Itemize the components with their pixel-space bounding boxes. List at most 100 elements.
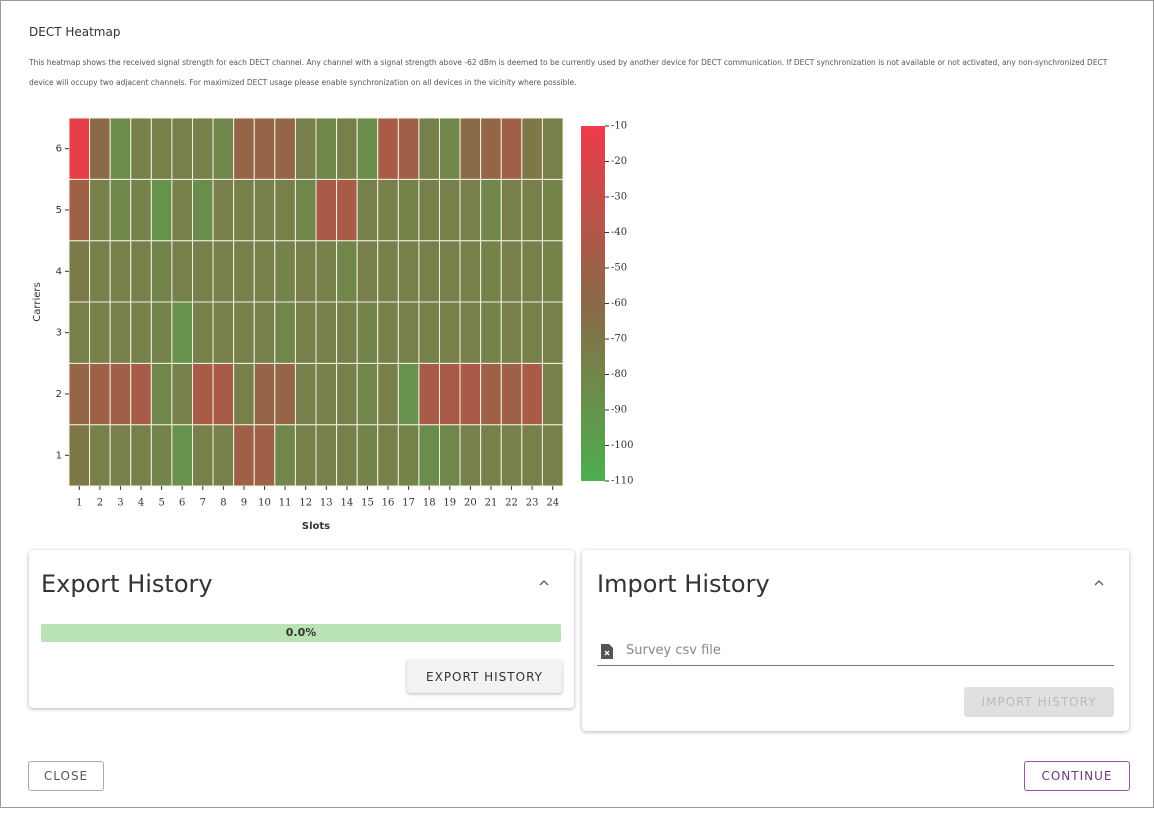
heatmap-cell xyxy=(171,117,194,180)
heatmap-cell xyxy=(212,301,235,364)
heatmap-cell xyxy=(500,240,523,303)
heatmap-cell xyxy=(541,117,564,180)
heatmap-cell xyxy=(274,362,296,426)
heatmap-cell xyxy=(315,117,338,180)
x-tick-label: 10 xyxy=(258,498,271,509)
continue-button[interactable]: CONTINUE xyxy=(1024,761,1130,791)
heatmap-cell xyxy=(356,117,379,180)
heatmap-cell xyxy=(253,178,276,242)
x-tick-label: 16 xyxy=(382,498,395,509)
heatmap-cell xyxy=(171,362,194,426)
heatmap-cell xyxy=(171,424,194,487)
x-tick-label: 11 xyxy=(279,498,292,509)
import-title: Import History xyxy=(597,570,770,598)
heatmap-cell xyxy=(521,424,543,487)
heatmap-cell xyxy=(109,178,132,242)
colorbar-tick-label: -90 xyxy=(611,405,627,416)
heatmap-cell xyxy=(315,301,338,364)
heatmap-cell xyxy=(294,362,317,426)
heatmap-cell xyxy=(459,301,482,364)
colorbar-tick-label: -30 xyxy=(611,192,627,203)
heatmap-cell xyxy=(192,178,214,242)
heatmap-cell xyxy=(109,362,132,426)
heatmap-cell xyxy=(377,301,399,364)
heatmap-cell xyxy=(377,424,399,487)
heatmap-cell xyxy=(439,362,461,426)
heatmap-cell xyxy=(68,424,91,487)
collapse-icon[interactable] xyxy=(1092,578,1106,588)
x-tick-label: 5 xyxy=(158,498,164,509)
heatmap-cell xyxy=(377,240,399,303)
heatmap-cell xyxy=(480,301,502,364)
export-title: Export History xyxy=(41,570,213,598)
x-tick-label: 2 xyxy=(97,498,103,509)
heatmap-cell xyxy=(418,178,440,242)
heatmap-cell xyxy=(233,117,255,180)
heatmap-cell xyxy=(377,178,399,242)
heatmap-cell xyxy=(130,240,152,303)
heatmap-cell xyxy=(109,117,132,180)
heatmap-cell xyxy=(521,362,543,426)
y-tick-label: 2 xyxy=(56,389,62,400)
x-tick-label: 15 xyxy=(361,498,374,509)
x-tick-label: 1 xyxy=(76,498,82,509)
heatmap-cell xyxy=(233,240,255,303)
heatmap-cell xyxy=(418,424,440,487)
heatmap-cell xyxy=(315,178,338,242)
heatmap-cell xyxy=(212,362,235,426)
heatmap-cell xyxy=(356,301,379,364)
export-card: Export History 0.0% EXPORT HISTORY xyxy=(29,550,574,708)
heatmap-cell xyxy=(315,362,338,426)
x-tick-label: 12 xyxy=(299,498,312,509)
x-tick-label: 17 xyxy=(402,498,415,509)
y-tick-label: 4 xyxy=(56,266,62,277)
heatmap-cell xyxy=(89,240,111,303)
heatmap-cell xyxy=(171,178,194,242)
x-tick-label: 24 xyxy=(546,498,559,509)
heatmap-cell xyxy=(274,301,296,364)
heatmap-cell xyxy=(439,240,461,303)
heatmap-cell xyxy=(212,178,235,242)
heatmap-cell xyxy=(274,178,296,242)
heatmap-cell xyxy=(192,117,214,180)
y-tick-label: 3 xyxy=(56,328,62,339)
colorbar-tick-label: -70 xyxy=(611,334,627,345)
file-input-placeholder[interactable]: Survey csv file xyxy=(626,643,721,658)
heatmap-cell xyxy=(150,178,173,242)
heatmap-cell xyxy=(89,301,111,364)
heatmap-cell xyxy=(294,424,317,487)
collapse-icon[interactable] xyxy=(537,578,551,588)
heatmap-cell xyxy=(500,178,523,242)
heatmap-cell xyxy=(356,178,379,242)
heatmap-cell xyxy=(274,424,296,487)
import-card: Import History Survey csv file IMPORT HI… xyxy=(582,550,1129,731)
heatmap-cell xyxy=(439,301,461,364)
heatmap-cell xyxy=(521,301,543,364)
heatmap-cell xyxy=(233,178,255,242)
heatmap-cell xyxy=(500,424,523,487)
heatmap-cell xyxy=(109,301,132,364)
y-tick-label: 6 xyxy=(56,144,62,155)
heatmap-cell xyxy=(294,117,317,180)
heatmap-cell xyxy=(130,301,152,364)
file-icon xyxy=(601,644,613,659)
heatmap-cell xyxy=(356,362,379,426)
colorbar-tick-label: -80 xyxy=(611,369,627,380)
heatmap-cell xyxy=(68,117,91,180)
heatmap-cell xyxy=(150,240,173,303)
heatmap-cell xyxy=(274,117,296,180)
heatmap-cell xyxy=(541,424,564,487)
heatmap-cell xyxy=(315,240,338,303)
heatmap-cell xyxy=(192,424,214,487)
export-button[interactable]: EXPORT HISTORY xyxy=(407,660,562,693)
heatmap-cell xyxy=(439,117,461,180)
heatmap-cell xyxy=(397,424,420,487)
x-tick-label: 13 xyxy=(320,498,333,509)
close-button[interactable]: CLOSE xyxy=(28,761,104,791)
heatmap-cell xyxy=(521,240,543,303)
title: DECT Heatmap xyxy=(29,25,121,39)
heatmap-cell xyxy=(397,362,420,426)
heatmap-cell xyxy=(418,240,440,303)
heatmap-cell xyxy=(521,178,543,242)
